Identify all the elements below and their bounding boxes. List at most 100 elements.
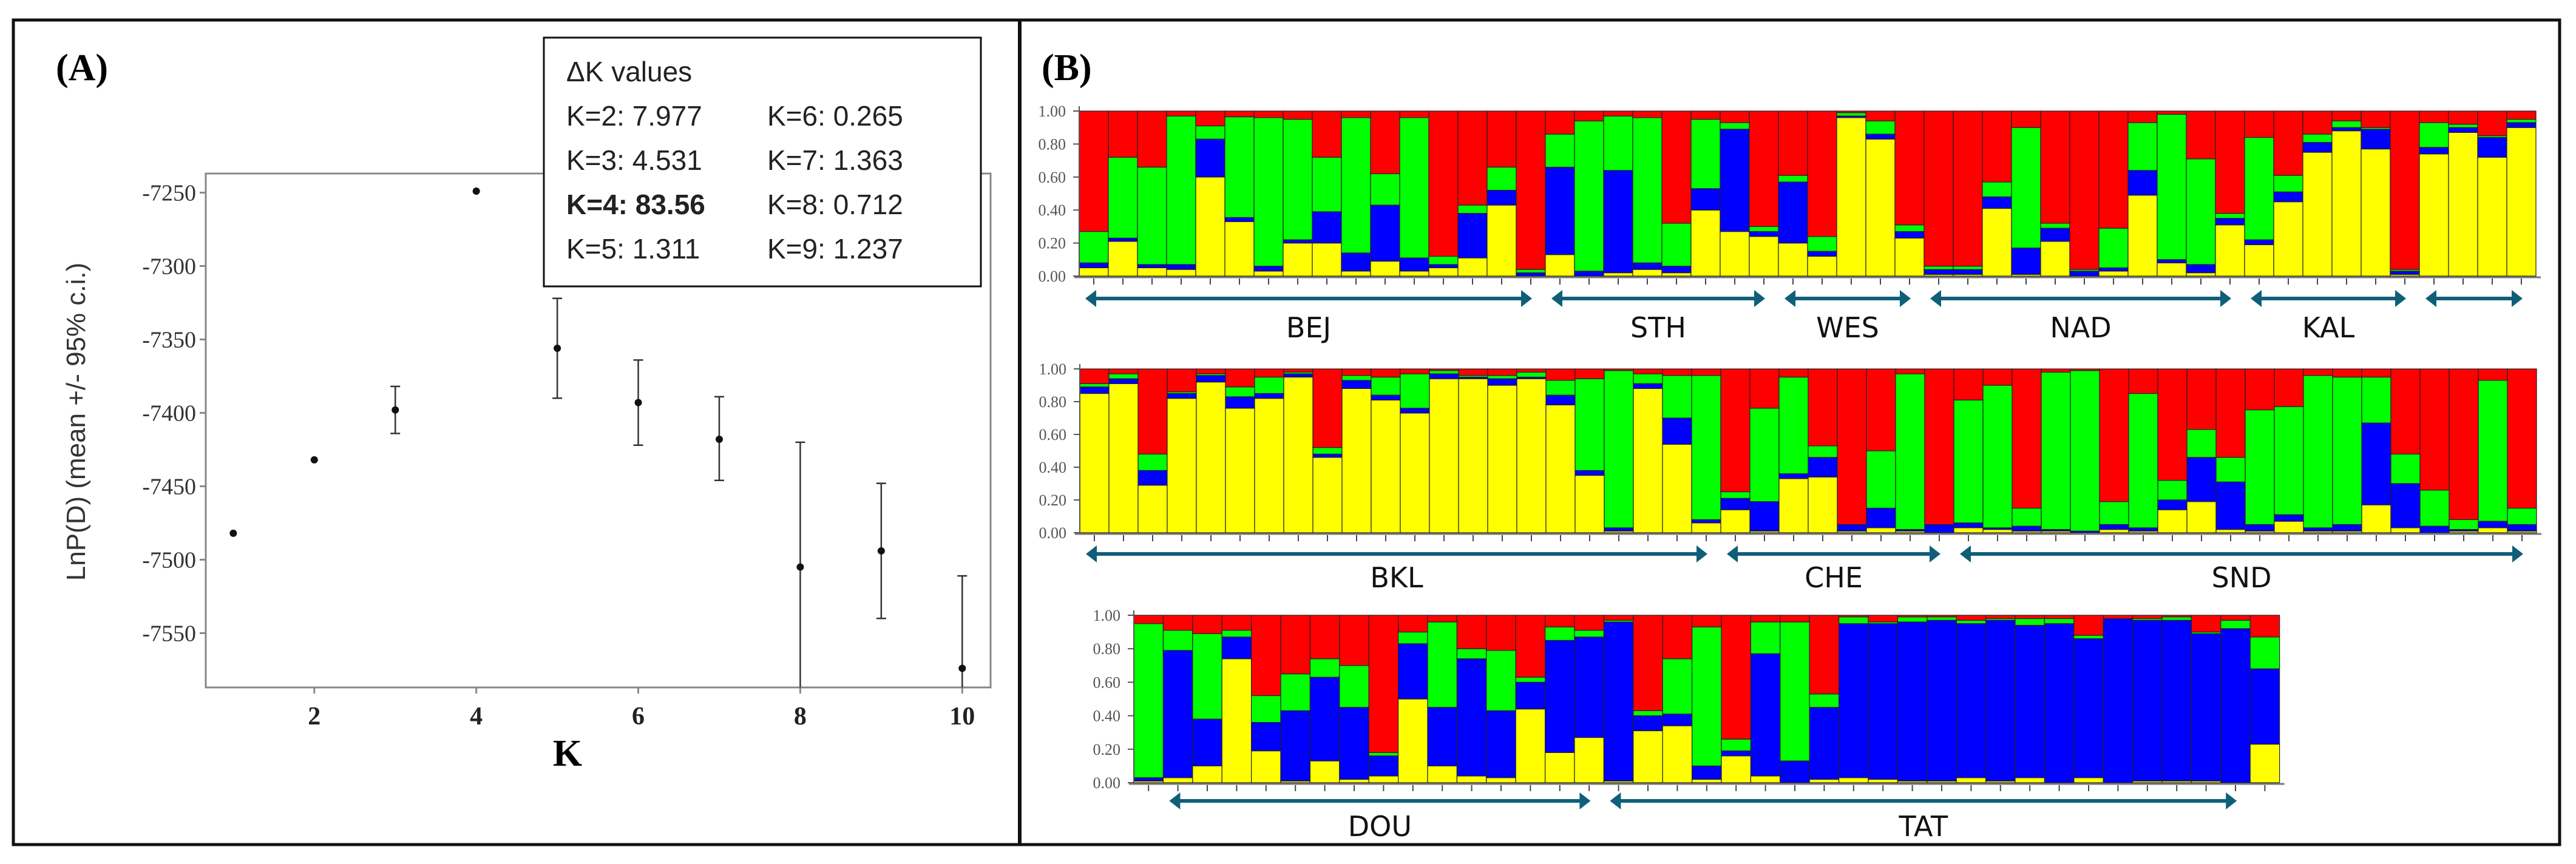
cluster-red-segment: [1574, 110, 1604, 121]
cluster-green-segment: [1166, 115, 1196, 265]
cluster-green-segment: [2040, 223, 2070, 229]
cluster-red-segment: [1574, 368, 1605, 379]
cluster-green-segment: [1780, 621, 1810, 761]
cluster-green-segment: [2127, 122, 2158, 171]
individual-bar: [1079, 368, 1110, 533]
individual-bar: [1457, 110, 1488, 277]
cluster-green-segment: [2361, 376, 2391, 424]
cluster-blue-segment: [1486, 189, 1517, 206]
individual-bar: [2015, 615, 2046, 783]
cluster-green-segment: [2128, 393, 2158, 528]
cluster-blue-segment: [2186, 457, 2217, 502]
cluster-green-segment: [1839, 616, 1869, 624]
cluster-green-segment: [1603, 115, 1633, 171]
cluster-blue-segment: [2507, 524, 2537, 532]
cluster-blue-segment: [1224, 217, 1255, 222]
cluster-blue-segment: [1604, 527, 1634, 532]
cluster-green-segment: [1897, 616, 1928, 623]
cluster-red-segment: [2478, 368, 2508, 381]
cluster-blue-segment: [1515, 681, 1546, 710]
arrow-head-left-icon: [1169, 792, 1181, 809]
cluster-green-segment: [1137, 166, 1167, 265]
individual-bar: [2099, 368, 2129, 533]
individual-bar: [1309, 615, 1340, 783]
individual-bar: [2186, 110, 2216, 277]
individual-bar: [2273, 110, 2303, 277]
cluster-blue-segment: [2073, 638, 2104, 778]
individual-bar: [2040, 110, 2070, 277]
cluster-yellow-segment: [1339, 778, 1369, 783]
cluster-blue-segment: [1749, 231, 1779, 237]
cluster-yellow-segment: [2361, 148, 2391, 277]
cluster-blue-segment: [2215, 481, 2246, 530]
mean-marker: [310, 456, 318, 464]
cluster-blue-segment: [1866, 507, 1896, 528]
cluster-green-segment: [2220, 619, 2251, 629]
cluster-green-segment: [1749, 408, 1780, 502]
individual-bar: [1749, 368, 1780, 533]
cluster-blue-segment: [1398, 643, 1428, 700]
individual-bar: [2069, 110, 2100, 277]
population-arrow: [1086, 545, 1707, 562]
cluster-green-segment: [1133, 623, 1164, 778]
cluster-blue-segment: [2390, 271, 2420, 275]
cluster-red-segment: [1458, 368, 1488, 376]
x-axis-title: K: [553, 733, 582, 774]
cluster-blue-segment: [1312, 211, 1342, 244]
cluster-red-segment: [2448, 110, 2478, 125]
cluster-blue-segment: [1865, 133, 1896, 140]
individual-bar: [1545, 368, 1576, 533]
cluster-blue-segment: [1632, 262, 1663, 270]
individual-bar: [1866, 368, 1896, 533]
cluster-yellow-segment: [2448, 132, 2478, 277]
arrow-head-left-icon: [1930, 290, 1941, 307]
cluster-green-segment: [1486, 166, 1517, 191]
cluster-yellow-segment: [1662, 444, 1692, 533]
cluster-blue-segment: [1079, 386, 1110, 394]
cluster-red-segment: [1516, 368, 1547, 373]
individual-bar: [2477, 110, 2507, 277]
cluster-red-segment: [2390, 368, 2421, 454]
population-arrow: [1610, 792, 2237, 809]
cluster-red-segment: [2273, 110, 2303, 176]
cluster-yellow-segment: [1691, 522, 1721, 533]
individual-bar: [1894, 110, 1925, 277]
individual-bar: [1603, 615, 1634, 783]
cluster-yellow-segment: [1312, 457, 1343, 533]
cluster-red-segment: [1545, 368, 1576, 381]
individual-bar: [2073, 615, 2104, 783]
cluster-yellow-segment: [1079, 267, 1109, 277]
cluster-yellow-segment: [2186, 501, 2217, 533]
cluster-yellow-segment: [2477, 157, 2507, 277]
data-point-k7: [714, 396, 724, 482]
individual-bar: [1661, 110, 1692, 277]
individual-bar: [1927, 615, 1957, 783]
cluster-green-segment: [1574, 630, 1605, 638]
cluster-yellow-segment: [1429, 378, 1459, 533]
cluster-green-segment: [1254, 376, 1284, 394]
cluster-red-segment: [1632, 110, 1663, 118]
cluster-red-segment: [2244, 110, 2274, 138]
individual-bar: [1662, 615, 1693, 783]
cluster-yellow-segment: [1839, 777, 1869, 783]
arrow-head-right-icon: [2220, 290, 2231, 307]
cluster-red-segment: [2274, 368, 2304, 407]
cluster-green-segment: [1487, 375, 1517, 379]
cluster-red-segment: [1603, 615, 1634, 621]
population-arrow: [1169, 792, 1591, 809]
cluster-blue-segment: [1953, 522, 1984, 528]
cluster-red-segment: [2419, 110, 2449, 123]
cluster-green-segment: [1516, 269, 1546, 274]
legend-entry: K=3: 4.531: [566, 144, 702, 176]
cluster-blue-segment: [1137, 470, 1168, 486]
cluster-green-segment: [1778, 175, 1808, 183]
individual-bar: [1985, 615, 2016, 783]
cluster-red-segment: [1982, 110, 2012, 183]
individual-bar: [1283, 368, 1313, 533]
cluster-green-segment: [1371, 376, 1401, 396]
cluster-red-segment: [2361, 110, 2391, 128]
cluster-red-segment: [1280, 615, 1311, 675]
cluster-blue-segment: [2361, 422, 2391, 505]
individual-bar: [1808, 368, 1838, 533]
cluster-red-segment: [2099, 368, 2129, 502]
